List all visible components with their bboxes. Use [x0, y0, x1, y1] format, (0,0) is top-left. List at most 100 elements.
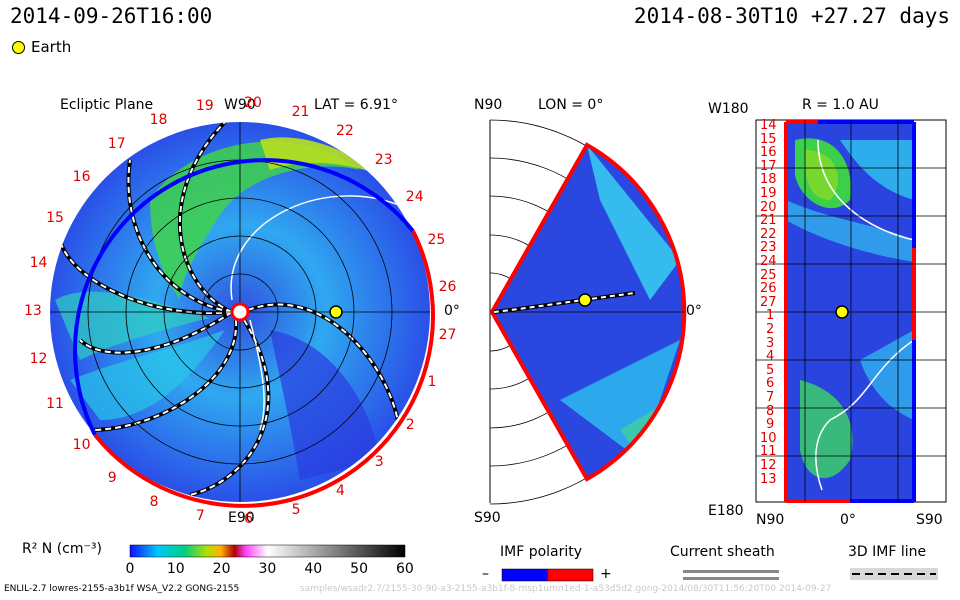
- imf-plus-label: +: [600, 566, 612, 582]
- sphere-y-tick: 21: [760, 213, 777, 229]
- sphere-y-tick: 22: [760, 226, 777, 242]
- run-info: 2014-08-30T10 +27.27 days: [633, 4, 950, 28]
- earth-legend: Earth: [12, 38, 71, 56]
- imf-line-label: 3D IMF line: [848, 544, 927, 560]
- earth-marker-meridional: [578, 293, 592, 307]
- carrington-label: 2: [405, 417, 415, 434]
- sphere-y-tick: 23: [760, 240, 777, 256]
- ecliptic-top-label: W90: [224, 97, 256, 113]
- carrington-label: 26: [438, 278, 457, 295]
- carrington-label: 17: [107, 136, 126, 153]
- earth-marker-sphere: [835, 305, 849, 319]
- footer-watermark: samples/wsadr2.7/2155-30-90-a3-2155-a3b1…: [300, 584, 832, 594]
- sphere-y-tick: 16: [760, 145, 777, 161]
- meridional-top-label: N90: [474, 97, 503, 113]
- colorbar-tick: 50: [350, 561, 368, 577]
- earth-marker-ecliptic: [329, 305, 343, 319]
- carrington-label: 7: [195, 507, 205, 524]
- carrington-label: 16: [72, 169, 91, 186]
- sphere-y-tick: 3: [766, 335, 775, 351]
- sphere-y-tick: 13: [760, 471, 777, 487]
- sphere-y-tick: 26: [760, 281, 777, 297]
- sphere-bottom-label-n90: N90: [756, 512, 785, 528]
- current-sheath-label: Current sheath: [670, 544, 775, 560]
- sphere-y-tick: 10: [760, 430, 777, 446]
- sphere-y-tick: 18: [760, 172, 777, 188]
- sphere-bottom-left-label: E180: [708, 503, 744, 519]
- sphere-top-left-label: W180: [708, 101, 749, 117]
- earth-legend-label: Earth: [31, 38, 72, 56]
- carrington-label: 1: [427, 374, 437, 391]
- carrington-label: 14: [29, 255, 48, 272]
- ecliptic-right-label: 0°: [444, 303, 460, 319]
- imf-polarity-label: IMF polarity: [500, 544, 583, 560]
- footer-text: ENLIL-2.7 lowres-2155-a3b1f WSA_V2.2 GON…: [4, 584, 240, 594]
- carrington-label: 13: [24, 303, 42, 319]
- sphere-y-tick: 12: [760, 458, 777, 473]
- sphere-y-tick: 27: [760, 294, 777, 310]
- ecliptic-title: Ecliptic Plane: [60, 97, 154, 113]
- sphere-panel: [755, 119, 947, 503]
- sphere-y-tick: 8: [766, 403, 775, 419]
- lat-label: LAT = 6.91°: [314, 97, 398, 113]
- carrington-label: 10: [72, 436, 91, 453]
- ecliptic-plane-panel: [50, 122, 435, 508]
- sphere-y-tick: 20: [760, 199, 777, 215]
- sphere-y-tick: 25: [760, 267, 777, 283]
- sphere-y-tick: 7: [766, 390, 775, 405]
- colorbar-tick: 20: [212, 561, 231, 577]
- sphere-title: R = 1.0 AU: [802, 97, 879, 113]
- colorbar-tick: 40: [304, 561, 323, 577]
- carrington-label: 27: [438, 327, 457, 344]
- sphere-y-tick: 1: [766, 308, 775, 324]
- sphere-y-tick: 14: [760, 118, 777, 133]
- sphere-y-tick: 19: [760, 186, 777, 201]
- timestamp: 2014-09-26T16:00: [10, 4, 213, 28]
- meridional-plane-panel: [489, 119, 687, 505]
- imf-negative-swatch: [502, 569, 548, 581]
- colorbar-tick: 0: [125, 561, 135, 577]
- carrington-label: 25: [427, 231, 446, 248]
- carrington-label: 12: [29, 350, 48, 367]
- sphere-y-tick: 4: [766, 349, 775, 365]
- carrington-label: 19: [195, 98, 214, 115]
- carrington-label: 15: [46, 209, 64, 226]
- carrington-label: 23: [374, 151, 393, 168]
- imf-line-legend: [850, 568, 938, 580]
- sun-marker: [230, 302, 250, 322]
- sphere-y-tick: 2: [766, 322, 775, 337]
- current-sheath-legend: [683, 570, 779, 580]
- sphere-y-tick: 17: [760, 158, 777, 174]
- lon-label: LON = 0°: [538, 97, 604, 113]
- sphere-y-tick: 9: [766, 417, 775, 433]
- sphere-y-tick: 5: [766, 362, 775, 378]
- sphere-y-tick: 6: [766, 376, 775, 392]
- colorbar-tick: 30: [258, 561, 277, 577]
- colorbar-tick: 60: [396, 561, 414, 577]
- sphere-bottom-label-s90: S90: [916, 512, 943, 528]
- sphere-bottom-label-0: 0°: [840, 512, 856, 528]
- sphere-y-tick: 15: [760, 131, 777, 147]
- meridional-right-label: 0°: [686, 303, 702, 319]
- sphere-y-tick: 11: [760, 444, 777, 460]
- carrington-label: 11: [46, 396, 64, 413]
- density-colorbar: [129, 544, 406, 558]
- carrington-label: 20: [244, 95, 262, 112]
- carrington-label: 3: [374, 454, 384, 471]
- imf-polarity-bar: [501, 568, 594, 582]
- carrington-label: 4: [336, 483, 345, 500]
- imf-minus-label: –: [482, 566, 489, 582]
- imf-positive-swatch: [548, 569, 593, 581]
- colorbar-label: R² N (cm⁻³): [22, 541, 102, 557]
- carrington-label: 6: [244, 510, 254, 527]
- carrington-label: 24: [405, 188, 424, 205]
- meridional-bottom-label: S90: [474, 510, 501, 526]
- carrington-label: 22: [336, 122, 354, 139]
- carrington-label: 21: [291, 103, 310, 120]
- carrington-label: 8: [149, 493, 159, 510]
- sphere-y-tick: 24: [760, 254, 777, 269]
- colorbar-tick: 10: [166, 561, 185, 577]
- carrington-label: 18: [149, 112, 168, 128]
- ecliptic-bottom-label: E90: [228, 510, 255, 526]
